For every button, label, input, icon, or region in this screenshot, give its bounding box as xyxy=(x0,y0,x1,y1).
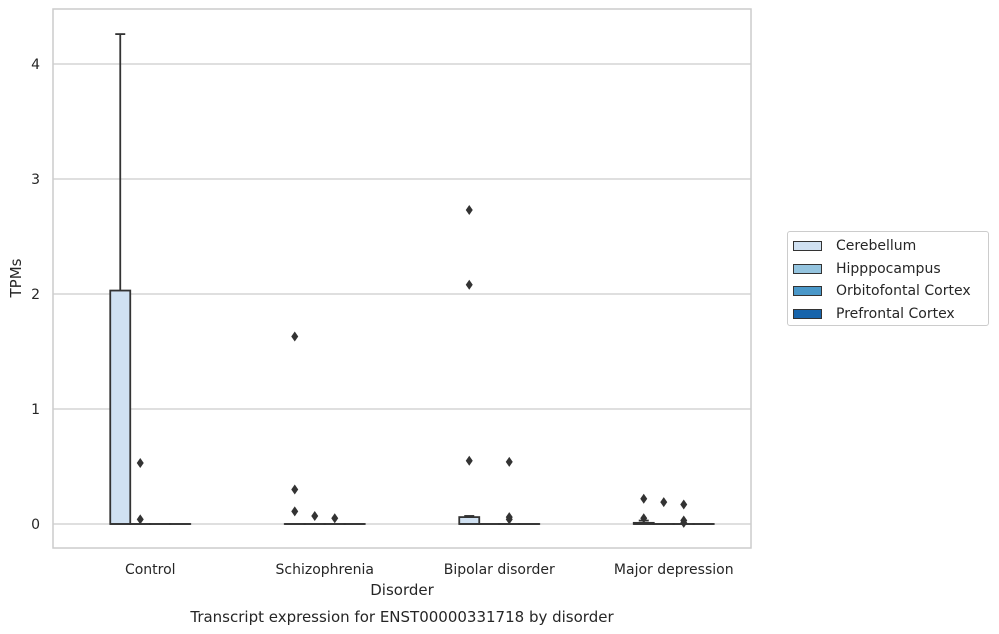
grid-lines xyxy=(53,63,751,525)
y-axis-ticks: 0 1 2 3 4 xyxy=(31,57,40,533)
box-group xyxy=(672,499,695,528)
y-tick-label: 3 xyxy=(31,172,40,188)
x-tick-label: Major depression xyxy=(614,562,734,578)
outlier-point xyxy=(291,331,299,342)
box-group xyxy=(129,458,152,525)
legend: Cerebellum Hipppocampus Orbitofontal Corte… xyxy=(787,231,989,326)
box-group xyxy=(498,456,521,525)
outlier-point xyxy=(465,279,473,290)
box-group xyxy=(652,497,675,525)
legend-label: Hipppocampus xyxy=(836,260,941,277)
legend-item: Prefrontal Cortex xyxy=(793,303,988,326)
box xyxy=(458,516,481,525)
legend-label: Cerebellum xyxy=(836,238,917,255)
x-tick-label: Control xyxy=(125,562,176,578)
box-group xyxy=(283,331,306,525)
plot-frame xyxy=(52,8,752,549)
box-series xyxy=(109,33,715,528)
outlier-point xyxy=(505,456,513,467)
outlier-point xyxy=(331,513,339,524)
x-tick-label: Schizophrenia xyxy=(276,562,374,578)
outlier-point xyxy=(136,458,144,469)
legend-swatch xyxy=(793,309,822,320)
outlier-point xyxy=(136,514,144,525)
legend-swatch xyxy=(793,241,822,252)
box-group xyxy=(323,513,346,525)
outlier-point xyxy=(680,499,688,510)
outlier-point xyxy=(640,493,648,504)
y-tick-label: 2 xyxy=(31,287,40,303)
y-tick-label: 1 xyxy=(31,402,40,418)
x-axis-ticks: Control Schizophrenia Bipolar disorder Majo… xyxy=(125,562,734,578)
legend-swatch xyxy=(793,286,822,297)
chart-title: Transcript expression for ENST0000033171… xyxy=(189,608,614,626)
outlier-point xyxy=(291,484,299,495)
outlier-point xyxy=(640,513,648,524)
legend-item: Hipppocampus xyxy=(793,258,988,281)
legend-swatch xyxy=(793,263,822,274)
x-axis-label: Disorder xyxy=(370,581,434,599)
y-tick-label: 0 xyxy=(31,517,40,533)
outlier-point xyxy=(311,510,319,521)
legend-label: Orbitofontal Cortex xyxy=(836,283,971,300)
y-axis-label: TPMs xyxy=(7,258,25,298)
x-tick-label: Bipolar disorder xyxy=(444,562,555,578)
outlier-point xyxy=(465,455,473,466)
box-group xyxy=(458,205,481,525)
box xyxy=(109,289,132,525)
y-tick-label: 4 xyxy=(31,57,40,73)
legend-item: Cerebellum xyxy=(793,235,988,258)
box-group xyxy=(303,510,326,525)
outlier-point xyxy=(660,497,668,508)
outlier-point xyxy=(291,506,299,517)
outlier-point xyxy=(505,514,513,525)
outlier-point xyxy=(465,205,473,216)
box-group xyxy=(109,33,132,525)
outlier-point xyxy=(680,517,688,528)
legend-item: Orbitofontal Cortex xyxy=(793,280,988,303)
legend-label: Prefrontal Cortex xyxy=(836,306,955,323)
box-group xyxy=(632,493,655,525)
